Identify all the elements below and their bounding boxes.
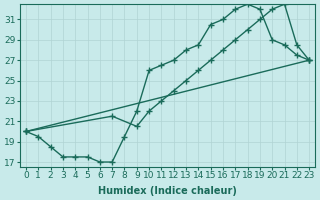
X-axis label: Humidex (Indice chaleur): Humidex (Indice chaleur) xyxy=(98,186,237,196)
